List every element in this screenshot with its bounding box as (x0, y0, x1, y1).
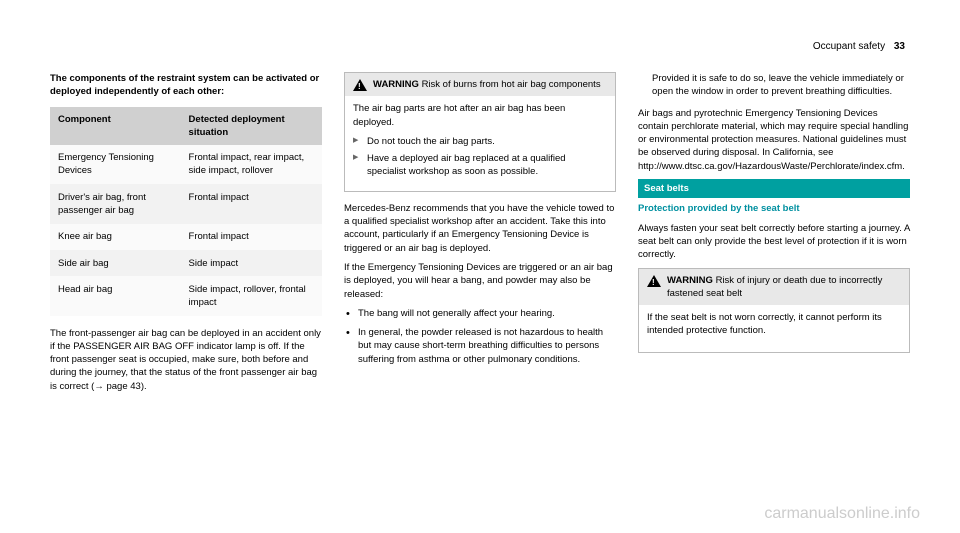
bullet-list: The bang will not generally affect your … (344, 307, 616, 366)
warning-box-airbag: WARNING Risk of burns from hot air bag c… (344, 72, 616, 192)
content-columns: The components of the restraint system c… (50, 72, 910, 399)
paragraph: Air bags and pyrotechnic Emergency Tensi… (638, 107, 910, 173)
list-item: The bang will not generally affect your … (344, 307, 616, 320)
page-header: Occupant safety 33 (50, 40, 910, 54)
paragraph: Always fasten your seat belt correctly b… (638, 222, 910, 262)
after-table-text: The front-passenger air bag can be deplo… (50, 327, 322, 393)
paragraph: Mercedes-Benz recommends that you have t… (344, 202, 616, 255)
section-name: Occupant safety (813, 41, 885, 52)
warning-title-line: WARNING Risk of burns from hot air bag c… (373, 78, 607, 91)
warning-box-seatbelt: WARNING Risk of injury or death due to i… (638, 268, 910, 353)
warning-subtitle: Risk of burns from hot air bag component… (422, 79, 601, 90)
warning-icon (353, 79, 367, 91)
table-header: Detected deployment situation (181, 107, 322, 146)
table-body: Emergency Tensioning DevicesFrontal impa… (50, 145, 322, 316)
paragraph: If the Emergency Tensioning Devices are … (344, 261, 616, 301)
warning-title: WARNING (373, 79, 419, 90)
warning-title-line: WARNING Risk of injury or death due to i… (667, 274, 901, 301)
table-row: Side air bagSide impact (50, 250, 322, 276)
table-row: Emergency Tensioning DevicesFrontal impa… (50, 145, 322, 184)
warning-title: WARNING (667, 275, 713, 286)
sub-heading: Protection provided by the seat belt (638, 202, 910, 215)
column-3: Provided it is safe to do so, leave the … (638, 72, 910, 399)
table-row: Driver's air bag, front passenger air ba… (50, 184, 322, 224)
page-number: 33 (894, 41, 905, 52)
warning-actions: Do not touch the air bag parts. Have a d… (353, 135, 607, 179)
restraint-components-table: Component Detected deployment situation … (50, 107, 322, 317)
action-item: Do not touch the air bag parts. (353, 135, 607, 148)
warning-header: WARNING Risk of burns from hot air bag c… (345, 73, 615, 96)
intro-text: The components of the restraint system c… (50, 72, 322, 99)
section-heading: Seat belts (638, 179, 910, 198)
table-header: Component (50, 107, 181, 146)
action-item: Have a deployed air bag replaced at a qu… (353, 152, 607, 179)
column-1: The components of the restraint system c… (50, 72, 322, 399)
warning-intro: The air bag parts are hot after an air b… (353, 102, 607, 129)
warning-body: If the seat belt is not worn correctly, … (639, 305, 909, 352)
indented-note: Provided it is safe to do so, leave the … (638, 72, 910, 99)
warning-icon (647, 275, 661, 287)
table-row: Head air bagSide impact, rollover, front… (50, 276, 322, 316)
warning-header: WARNING Risk of injury or death due to i… (639, 269, 909, 306)
warning-body: The air bag parts are hot after an air b… (345, 96, 615, 190)
watermark: carmanualsonline.info (764, 503, 920, 525)
warning-body-text: If the seat belt is not worn correctly, … (647, 311, 901, 338)
list-item: In general, the powder released is not h… (344, 326, 616, 366)
column-2: WARNING Risk of burns from hot air bag c… (344, 72, 616, 399)
table-row: Knee air bagFrontal impact (50, 224, 322, 250)
